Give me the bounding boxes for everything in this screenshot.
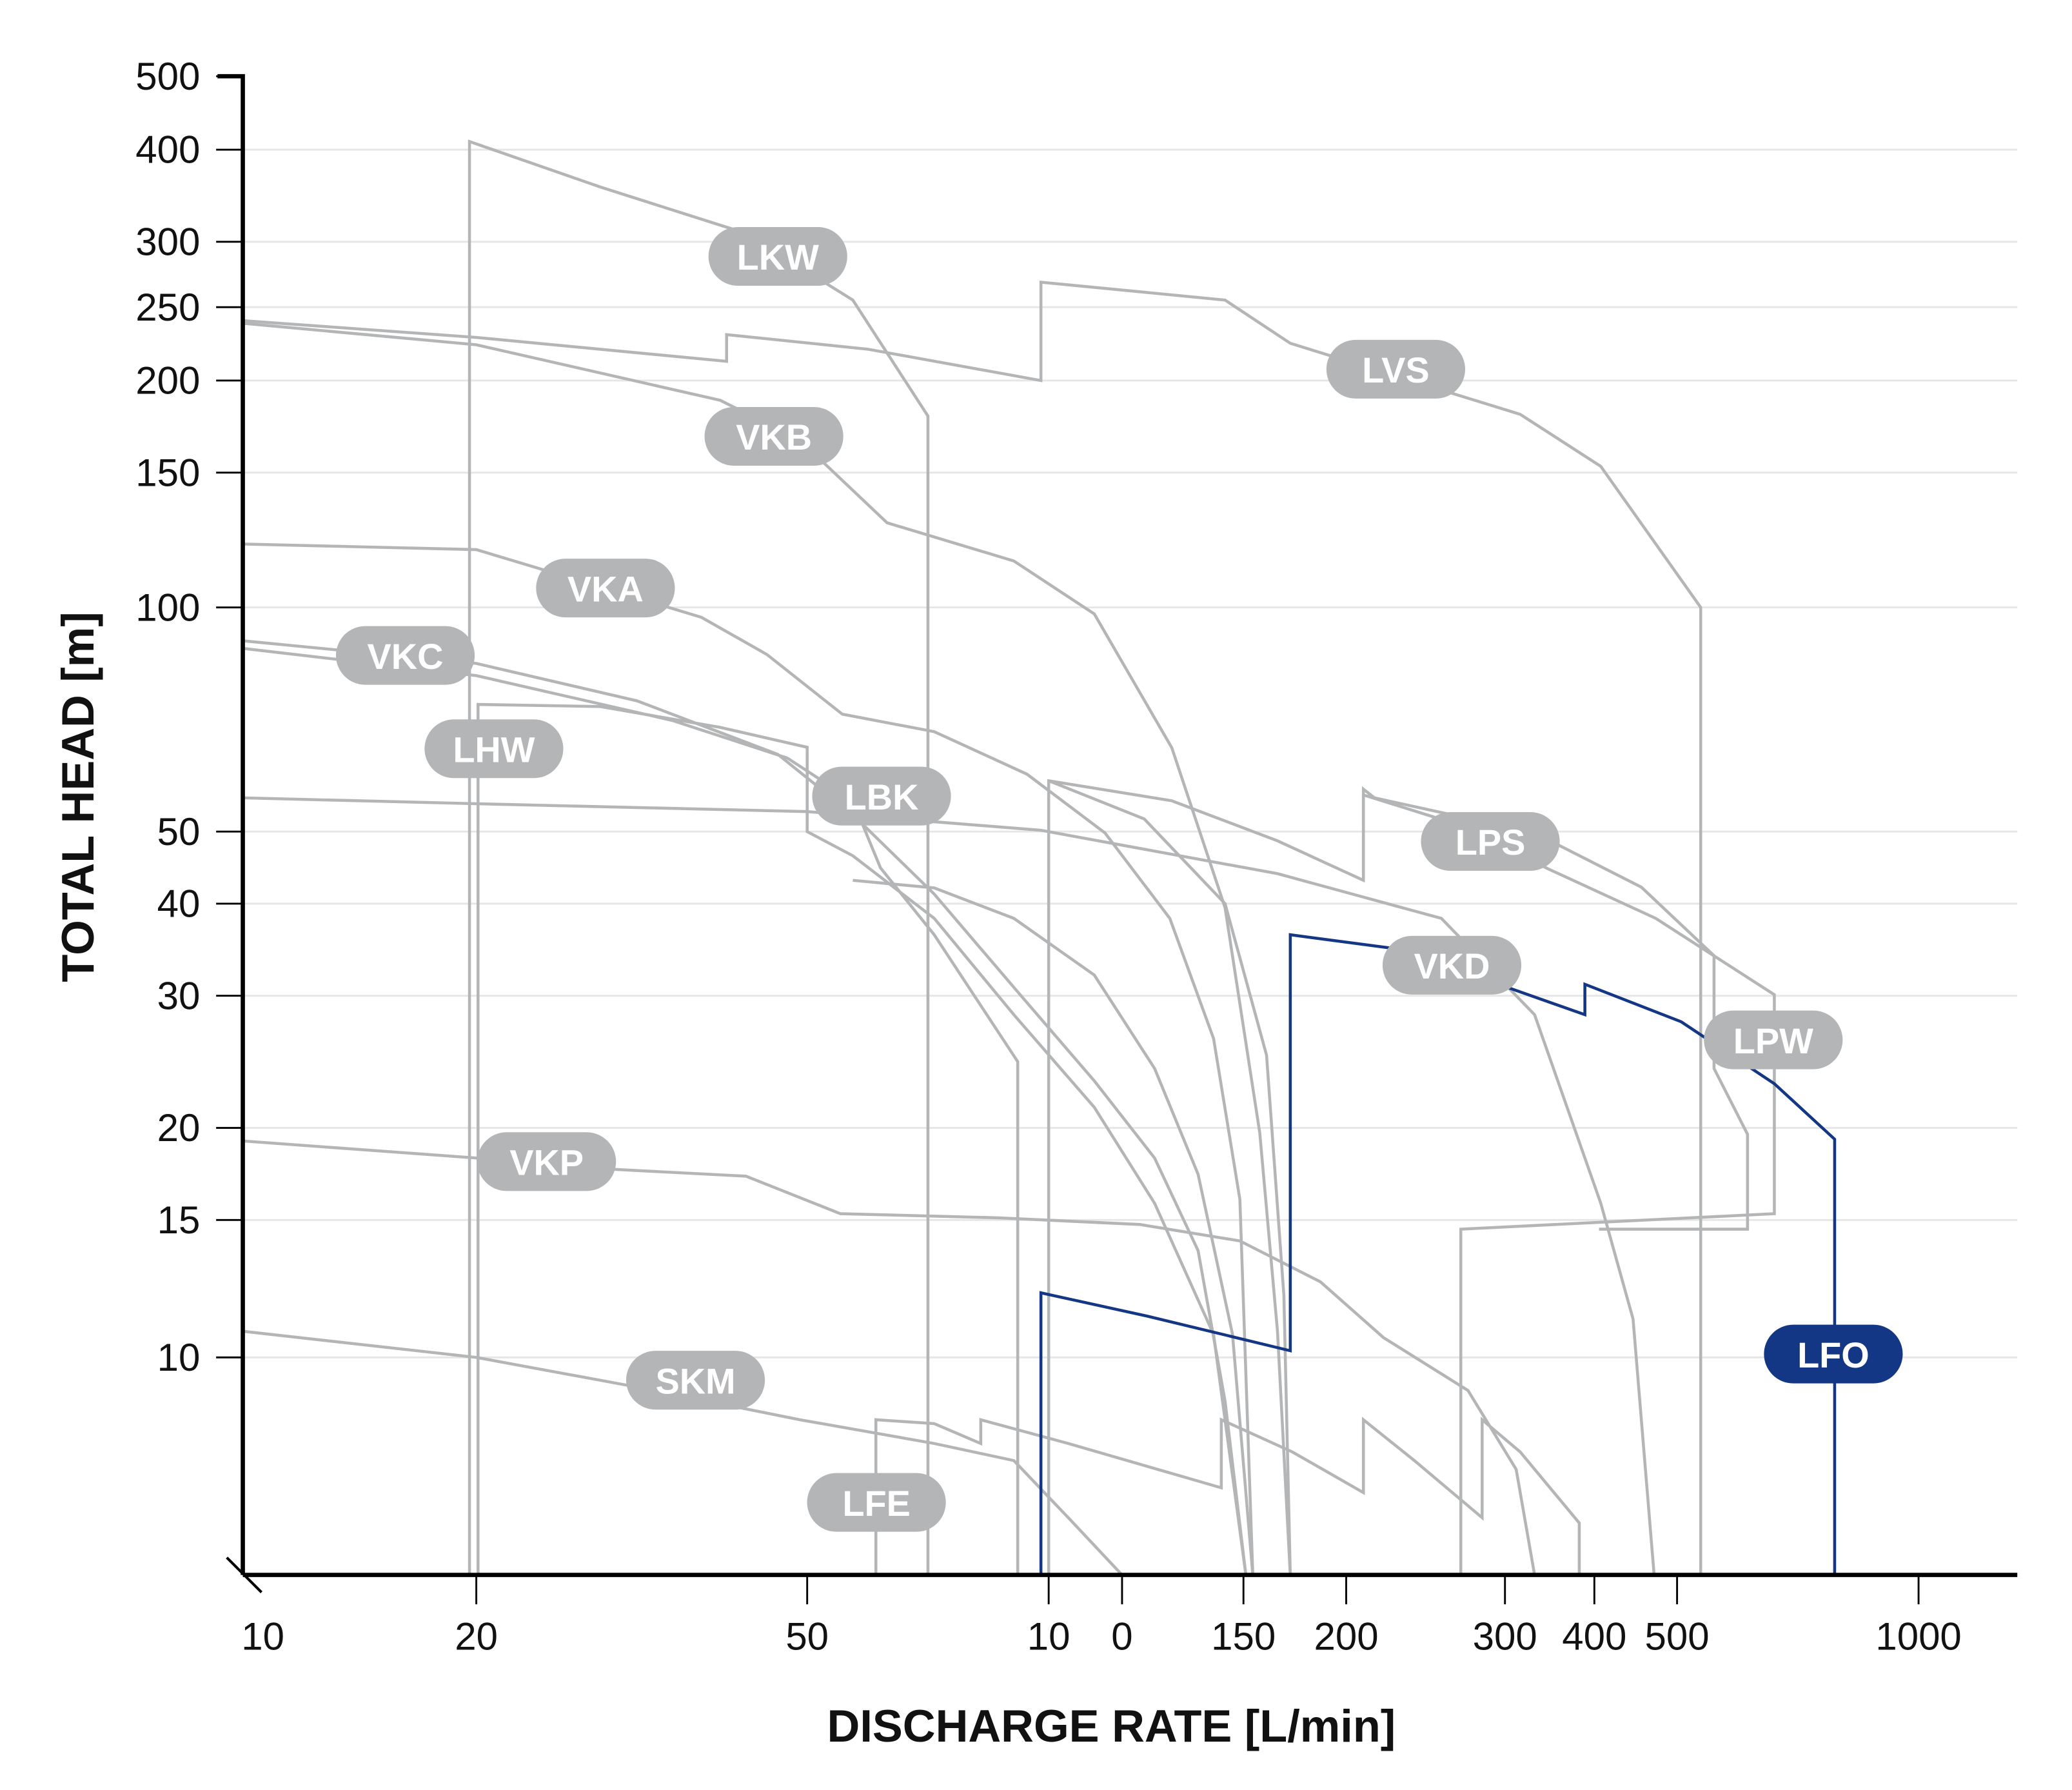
curve-lfe — [874, 1417, 1581, 1575]
curve-lvs — [242, 280, 1702, 1575]
label-text: LPS — [1455, 822, 1526, 862]
x-tick-label: 1000 — [1875, 1615, 1961, 1658]
label-lkw: LKW — [708, 226, 847, 286]
curve-vka — [242, 542, 1254, 1575]
label-pill — [704, 406, 844, 466]
label-pill — [424, 719, 564, 779]
y-tick-label: 200 — [135, 359, 200, 403]
curve-lpw — [1361, 786, 1750, 1231]
label-pill — [1764, 1324, 1903, 1384]
y-tick-label: 500 — [135, 55, 200, 98]
label-pill — [1326, 339, 1465, 399]
label-pill — [812, 766, 951, 826]
label-pill — [1382, 935, 1522, 995]
label-pill — [626, 1351, 765, 1410]
label-vka: VKA — [536, 559, 675, 618]
y-tick-label: 250 — [135, 286, 200, 329]
x-tick-label: 500 — [1645, 1615, 1710, 1658]
y-tick-label: 40 — [157, 882, 201, 926]
y-axis-line — [217, 74, 245, 1575]
label-text: LHW — [453, 729, 535, 770]
curve-vkc — [242, 639, 1248, 1575]
label-vkc: VKC — [335, 626, 475, 685]
curve-lhw — [477, 702, 1248, 1575]
label-pill — [536, 559, 675, 618]
y-tick-label: 10 — [157, 1336, 201, 1379]
label-lps: LPS — [1421, 811, 1560, 871]
label-lvs: LVS — [1326, 339, 1465, 399]
y-tick-label: 150 — [135, 451, 200, 494]
label-pill — [1704, 1010, 1843, 1069]
x-tick-label: 150 — [1211, 1615, 1276, 1658]
curve-vkb — [242, 321, 1292, 1575]
series-labels: LKW LVS VKB VKA VKC LHW LBK LPS VKD LPW VKP SKM LFE L… — [335, 226, 1903, 1532]
x-tick-label: 20 — [455, 1615, 498, 1658]
label-text: LBK — [845, 777, 919, 817]
label-text: VKP — [509, 1142, 584, 1182]
x-tick-label: 0 — [1111, 1615, 1132, 1658]
label-text: LPW — [1733, 1020, 1813, 1061]
label-text: LVS — [1362, 350, 1430, 390]
curve-lps-2 — [1048, 779, 1292, 1575]
label-text: VKA — [567, 568, 644, 609]
y-tick-label: 20 — [157, 1106, 201, 1149]
label-vkp: VKP — [477, 1132, 617, 1191]
label-pill — [1421, 811, 1560, 871]
label-text: LFO — [1797, 1335, 1870, 1375]
y-tick-label: 30 — [157, 974, 201, 1017]
label-vkb: VKB — [704, 406, 844, 466]
curve-lbk-2 — [853, 879, 1254, 1575]
label-text: LFE — [842, 1483, 911, 1524]
label-skm: SKM — [626, 1351, 765, 1410]
y-tick-label: 300 — [135, 220, 200, 263]
curve-vkd — [242, 796, 1656, 1575]
y-axis-title: TOTAL HEAD [m] — [52, 612, 103, 982]
label-text: VKB — [736, 417, 812, 457]
axis-break-mark — [226, 1556, 262, 1593]
label-pill — [477, 1132, 617, 1191]
label-text: VKC — [368, 636, 444, 677]
x-tick-label: 10 — [1027, 1615, 1071, 1658]
y-tick-label: 50 — [157, 810, 201, 853]
label-vkd: VKD — [1382, 935, 1522, 995]
x-tick-label: 300 — [1473, 1615, 1537, 1658]
label-pill — [335, 626, 475, 685]
x-tick-label: 200 — [1314, 1615, 1378, 1658]
label-pill — [708, 226, 847, 286]
x-axis-title: DISCHARGE RATE [L/min] — [827, 1700, 1396, 1751]
x-tick-label: 400 — [1562, 1615, 1626, 1658]
curve-series — [242, 139, 1837, 1576]
grid-lines — [242, 148, 2018, 1358]
y-tick-label: 400 — [135, 128, 200, 172]
label-text: SKM — [655, 1360, 735, 1401]
y-tick-label: 15 — [157, 1198, 201, 1242]
label-text: LKW — [737, 237, 819, 277]
x-axis-ticks: 10 20 50 10 0 150 200 300 400 500 1000 — [241, 1575, 1962, 1658]
label-pill — [807, 1473, 946, 1532]
label-lfe: LFE — [807, 1473, 946, 1532]
axes — [217, 74, 2018, 1593]
y-axis-ticks: 500 400 300 250 200 150 100 50 40 30 20 15 10 — [135, 55, 243, 1379]
y-tick-label: 100 — [135, 586, 200, 629]
label-text: VKD — [1414, 946, 1490, 986]
x-tick-label: 50 — [785, 1615, 829, 1658]
label-lhw: LHW — [424, 719, 564, 779]
label-lpw: LPW — [1704, 1010, 1843, 1069]
label-lbk: LBK — [812, 766, 951, 826]
curve-skm — [242, 1329, 1123, 1576]
x-tick-label: 10 — [241, 1615, 284, 1658]
label-lfo: LFO — [1764, 1324, 1903, 1384]
